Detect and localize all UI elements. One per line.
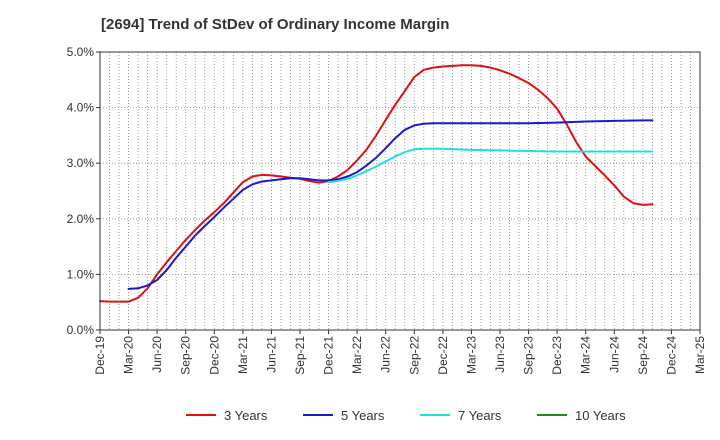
y-tick-label: 3.0% <box>67 156 95 170</box>
chart-title: [2694] Trend of StDev of Ordinary Income… <box>101 16 449 33</box>
plot-frame <box>99 51 701 331</box>
x-tick-label: Jun-22 <box>379 336 393 373</box>
y-tick-label: 4.0% <box>67 101 95 115</box>
series-line <box>327 147 654 184</box>
x-tick-label: Mar-23 <box>464 336 478 374</box>
y-axis: 0.0% 1.0% 2.0% 3.0% 4.0% 5.0% <box>67 45 100 337</box>
x-tick-label: Sep-23 <box>522 336 536 375</box>
series-line <box>127 119 654 290</box>
x-tick-label: Mar-24 <box>579 336 593 374</box>
y-tick-label: 5.0% <box>67 45 95 59</box>
x-tick-label: Dec-20 <box>207 336 221 375</box>
x-tick-label: Mar-22 <box>350 336 364 374</box>
x-tick-label: Sep-22 <box>407 336 421 375</box>
legend-label: 5 Years <box>341 408 385 423</box>
x-axis: Dec-19 Mar-20 Jun-20 Sep-20 Dec-20 Mar-21 Jun-… <box>93 330 707 375</box>
x-tick-label: Sep-21 <box>293 336 307 375</box>
x-tick-label: Dec-22 <box>436 336 450 375</box>
x-tick-label: Dec-19 <box>93 336 107 375</box>
x-tick-label: Jun-21 <box>264 336 278 373</box>
x-tick-label: Dec-23 <box>550 336 564 375</box>
x-tick-label: Dec-21 <box>322 336 336 375</box>
x-tick-label: Sep-20 <box>179 336 193 375</box>
x-tick-label: Sep-24 <box>636 336 650 375</box>
x-tick-label: Mar-21 <box>236 336 250 374</box>
series-line <box>99 64 654 303</box>
legend-label: 3 Years <box>224 408 268 423</box>
gridlines <box>100 52 700 330</box>
x-tick-label: Mar-25 <box>693 336 707 374</box>
x-tick-label: Mar-20 <box>122 336 136 374</box>
y-tick-label: 2.0% <box>67 212 95 226</box>
x-tick-label: Jun-20 <box>150 336 164 373</box>
x-tick-label: Jun-23 <box>493 336 507 373</box>
legend-label: 7 Years <box>458 408 502 423</box>
series-lines <box>99 64 654 303</box>
plot-area <box>100 52 700 330</box>
x-tick-label: Jun-24 <box>607 336 621 373</box>
legend: 3 Years 5 Years 7 Years 10 Years <box>186 408 626 423</box>
y-tick-label: 1.0% <box>67 267 95 281</box>
y-tick-label: 0.0% <box>67 323 95 337</box>
legend-label: 10 Years <box>575 408 626 423</box>
x-tick-label: Dec-24 <box>664 336 678 375</box>
